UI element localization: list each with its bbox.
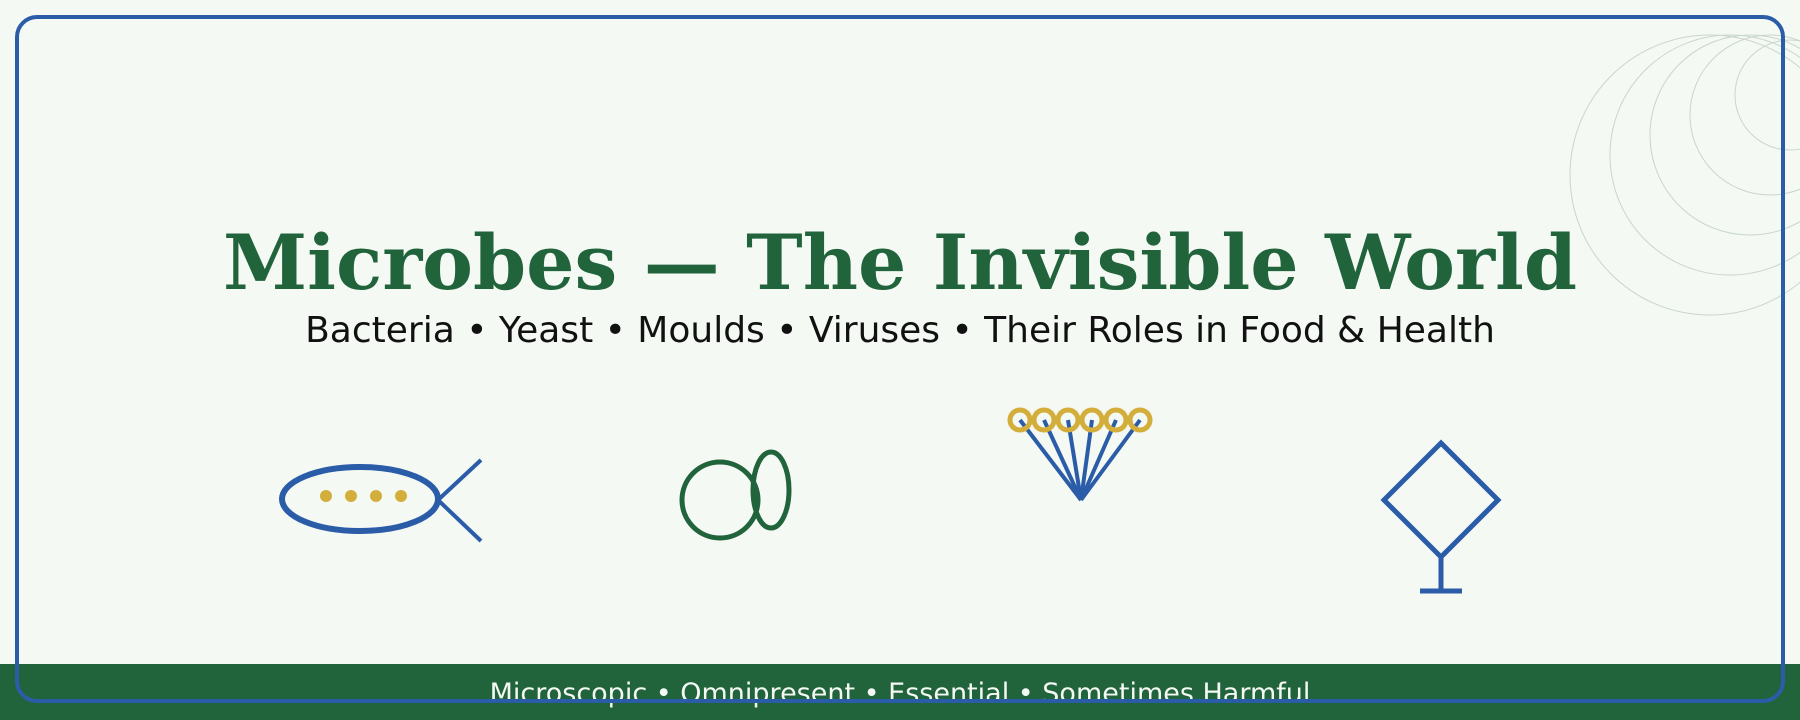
page-title: Microbes — The Invisible World [222,218,1578,307]
virus-icon [1380,439,1502,594]
yeast-icon [679,449,792,541]
page-subtitle: Bacteria • Yeast • Moulds • Viruses • Th… [305,310,1495,351]
footer-tagline: Microscopic • Omnipresent • Essential • … [489,678,1311,709]
bacterium-icon [279,458,483,543]
mould-icon [1007,407,1153,502]
footer-bar: Microscopic • Omnipresent • Essential • … [0,664,1800,720]
